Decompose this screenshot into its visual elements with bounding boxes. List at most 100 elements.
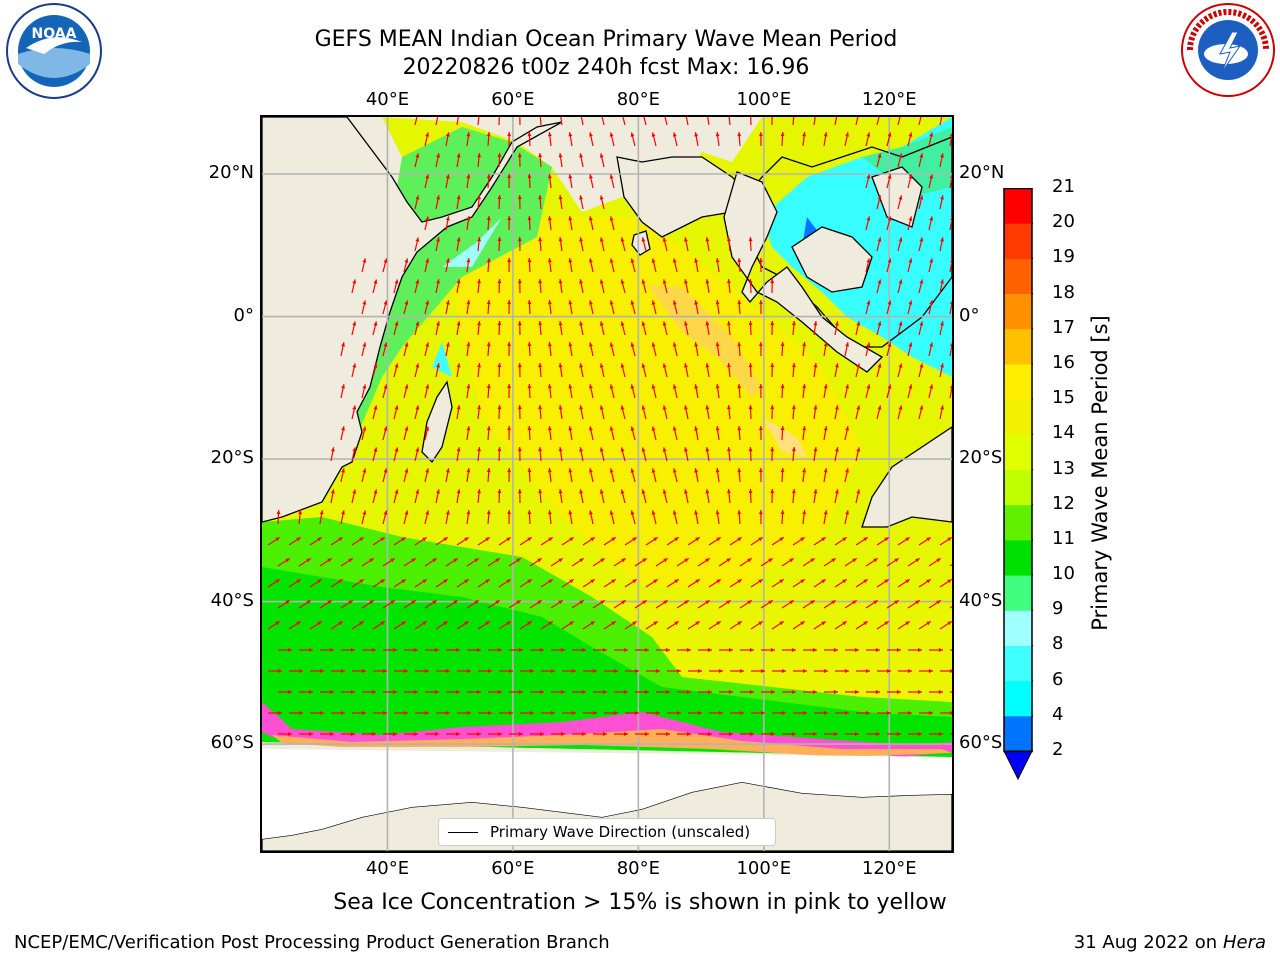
- wave-arrow-head: [466, 384, 471, 389]
- wave-arrow-head: [558, 195, 563, 200]
- wave-arrow-head: [401, 621, 406, 626]
- wave-arrow-head: [443, 537, 448, 542]
- wave-arrow-head: [642, 600, 647, 605]
- wave-arrow-head: [856, 447, 861, 452]
- wave-arrow-head: [558, 153, 563, 158]
- wave-arrow-head: [644, 732, 649, 736]
- chart-subtitle: 20220826 t00z 240h fcst Max: 16.96: [402, 55, 810, 80]
- wave-arrow-head: [887, 384, 892, 389]
- wave-arrow-head: [634, 669, 639, 673]
- wave-arrow-head: [589, 216, 593, 221]
- wave-arrow-head: [599, 321, 604, 326]
- lon-tick-label-top: 60°E: [491, 89, 535, 110]
- wave-arrow-head: [770, 732, 775, 736]
- wave-arrow-head: [672, 132, 677, 137]
- wave-arrow-head: [394, 489, 399, 494]
- wave-arrow-head: [373, 447, 378, 452]
- wave-arrow-head: [550, 711, 555, 715]
- wave-arrow: [664, 117, 668, 126]
- wave-arrow-head: [630, 384, 635, 389]
- lat-tick-label-left: 60°S: [210, 732, 254, 754]
- wave-arrow-head: [940, 153, 944, 158]
- wave-arrow-head: [898, 363, 903, 368]
- colorbar-tick-label: 2: [1052, 739, 1064, 760]
- wave-arrow: [949, 563, 952, 567]
- wave-arrow-head: [856, 489, 861, 494]
- wave-arrow-head: [579, 600, 584, 605]
- wave-arrow-head: [739, 669, 744, 673]
- wave-arrow-head: [940, 237, 944, 242]
- wave-arrow-head: [770, 279, 775, 284]
- wave-arrow-head: [547, 384, 552, 389]
- wave-arrow-head: [620, 321, 625, 326]
- wave-arrow-head: [831, 600, 836, 605]
- wave-arrow: [939, 117, 943, 126]
- wave-arrow: [477, 117, 480, 126]
- wave-arrow-head: [877, 153, 882, 158]
- wave-arrow-head: [940, 363, 944, 368]
- wave-arrow-head: [371, 732, 376, 736]
- wave-arrow-head: [589, 132, 593, 137]
- wave-arrow-head: [630, 468, 635, 473]
- wave-arrow-head: [672, 468, 677, 473]
- wave-arrow-head: [527, 132, 532, 137]
- wave-arrow-head: [737, 258, 742, 263]
- wave-arrow-head: [436, 153, 440, 158]
- wave-arrow-head: [456, 363, 461, 368]
- wave-arrow-head: [338, 579, 343, 584]
- lon-tick-label-top: 80°E: [616, 89, 660, 110]
- wave-arrow-head: [674, 621, 679, 626]
- wave-arrow-head: [560, 648, 565, 652]
- svg-text:NOAA: NOAA: [32, 26, 77, 42]
- wave-arrow-head: [907, 711, 912, 715]
- wave-arrow-head: [929, 300, 934, 305]
- wave-arrow-head: [558, 405, 563, 410]
- map-canvas[interactable]: [262, 117, 952, 851]
- lat-tick-label-right: 60°S: [959, 732, 1003, 754]
- wave-arrow-head: [609, 216, 614, 221]
- wave-arrow-head: [919, 279, 924, 284]
- wave-arrow-head: [506, 621, 511, 626]
- wave-arrow-head: [915, 558, 920, 563]
- wave-arrow-head: [599, 363, 604, 368]
- wave-arrow-head: [630, 132, 635, 137]
- wave-arrow-head: [341, 468, 345, 473]
- wave-arrow-head: [285, 600, 290, 605]
- wave-arrow-head: [547, 132, 552, 137]
- wave-arrow-head: [715, 510, 720, 515]
- wave-arrow-head: [780, 384, 785, 389]
- colorbar-segment: [1004, 188, 1032, 224]
- wave-arrow-head: [949, 216, 952, 221]
- wave-arrow-head: [694, 426, 699, 431]
- legend-line-icon: [448, 832, 478, 833]
- wave-arrow-head: [579, 363, 584, 368]
- wave-arrow-head: [506, 579, 511, 584]
- map-panel[interactable]: [260, 115, 954, 853]
- wave-arrow-head: [926, 579, 931, 584]
- wave-arrow-head: [768, 600, 773, 605]
- wave-arrow-head: [919, 363, 924, 368]
- wave-arrow-head: [760, 669, 765, 673]
- wave-arrow: [728, 117, 731, 126]
- chart-title: GEFS MEAN Indian Ocean Primary Wave Mean…: [314, 27, 898, 52]
- wave-period-field: [262, 117, 952, 757]
- wave-arrow-head: [715, 300, 720, 305]
- wave-direction-arrows: [267, 117, 952, 736]
- colorbar-tick-label: 10: [1052, 563, 1075, 585]
- wave-arrow-head: [599, 237, 604, 242]
- wave-arrow-head: [791, 321, 796, 326]
- wave-arrow-head: [371, 690, 376, 694]
- wave-arrow-head: [306, 558, 311, 563]
- wave-arrow-head: [758, 384, 763, 389]
- colorbar: [1003, 187, 1033, 792]
- wave-arrow-head: [866, 132, 871, 137]
- wave-arrow-head: [415, 405, 420, 410]
- wave-arrow-head: [727, 489, 731, 494]
- wave-arrow: [414, 117, 418, 126]
- wave-arrow-head: [568, 216, 573, 221]
- wave-arrow-head: [651, 384, 656, 389]
- wave-arrow-head: [949, 132, 952, 137]
- wave-arrow-head: [382, 711, 387, 715]
- wave-arrow-head: [802, 132, 807, 137]
- wave-arrow-head: [361, 711, 366, 715]
